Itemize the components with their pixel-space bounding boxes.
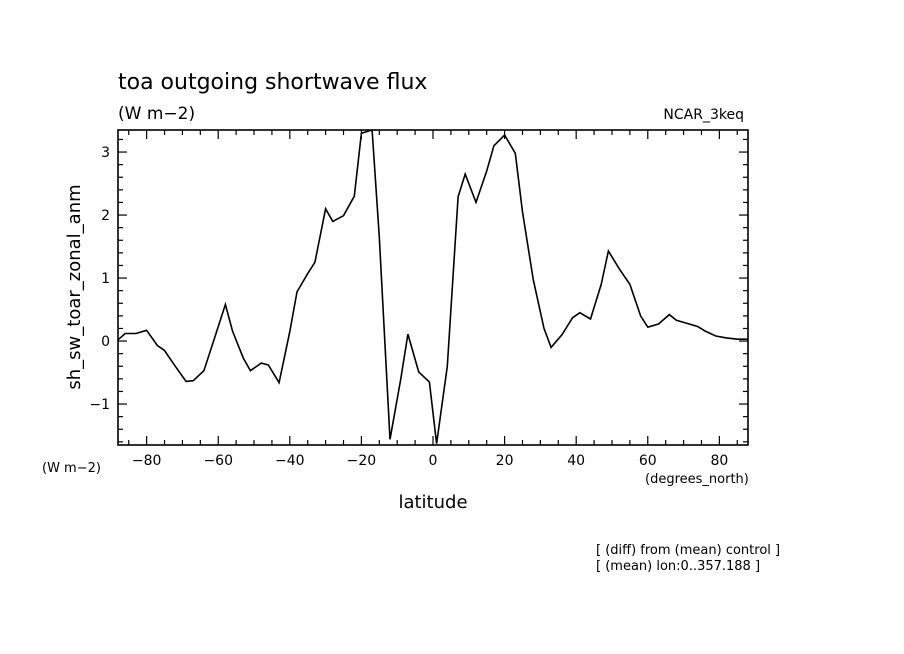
y-axis-units: (W m−2)	[42, 461, 101, 476]
x-axis-ticks: −80 −60 −40 −20 0 20 40 60 80	[128, 130, 738, 469]
chart-subtitle-units: (W m−2)	[118, 104, 195, 124]
x-tick-label: 80	[710, 453, 728, 469]
x-tick-label: 40	[567, 453, 585, 469]
note-diff: [ (diff) from (mean) control ]	[596, 543, 780, 558]
x-tick-label: −80	[132, 453, 162, 469]
y-tick-label: −1	[89, 397, 110, 413]
y-axis-ticks: −1 0 1 2 3	[89, 138, 748, 443]
x-tick-label: 60	[639, 453, 657, 469]
x-tick-label: 0	[429, 453, 438, 469]
note-mean: [ (mean) lon:0..357.188 ]	[596, 559, 760, 574]
y-tick-label: 3	[101, 145, 110, 161]
x-tick-label: −20	[347, 453, 377, 469]
x-tick-label: −40	[275, 453, 305, 469]
x-tick-label: 20	[496, 453, 514, 469]
x-tick-label: −60	[203, 453, 233, 469]
y-axis-label: sh_sw_toar_zonal_anm	[64, 184, 85, 389]
plot-frame	[117, 129, 749, 446]
y-tick-label: 0	[101, 334, 110, 350]
chart-title: toa outgoing shortwave flux	[118, 70, 427, 95]
y-tick-label: 2	[101, 208, 110, 224]
y-tick-label: 1	[101, 271, 110, 287]
x-axis-units: (degrees_north)	[645, 472, 749, 487]
series-line	[117, 128, 748, 444]
x-axis-label: latitude	[398, 492, 467, 513]
model-label: NCAR_3keq	[663, 107, 744, 123]
